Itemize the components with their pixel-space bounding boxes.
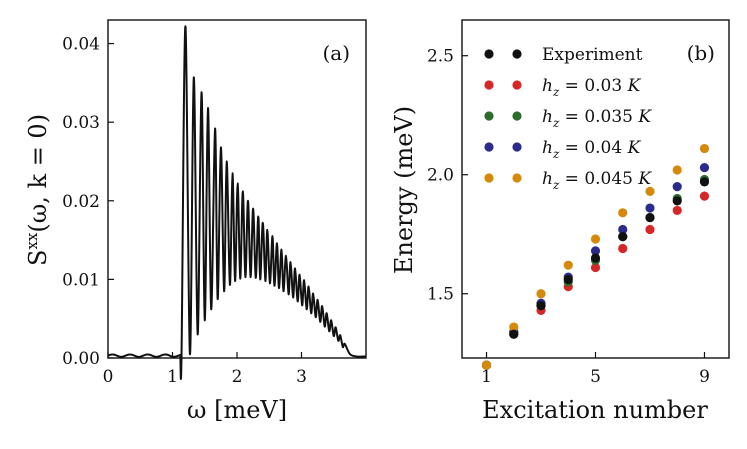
panel-a-ytick-label: 0.04 [62, 35, 100, 55]
scatter-point [618, 232, 628, 242]
legend-label-sub: z [552, 85, 560, 99]
panel-a-ytick-label: 0.01 [62, 270, 100, 290]
panel-a-xtick-label: 1 [167, 367, 178, 387]
legend-label-h: h [542, 76, 553, 96]
legend-label-eq: = 0.03 [559, 76, 627, 96]
legend-label: hz = 0.04 K [542, 138, 642, 161]
panel-b-ytick-label: 1.5 [427, 285, 454, 305]
legend-label-h: h [542, 107, 553, 127]
scatter-point [536, 289, 546, 299]
legend-label-sub: z [552, 147, 560, 161]
legend-marker [484, 80, 494, 90]
legend-marker [512, 80, 522, 90]
panel-a-xtick-label: 2 [232, 367, 243, 387]
scatter-point [618, 243, 628, 254]
panel-a-xlabel: ω [meV] [187, 396, 287, 424]
scatter-point [563, 274, 573, 285]
legend-label-eq: = 0.045 [559, 169, 638, 189]
panel-a-ytick-label: 0.00 [62, 349, 100, 369]
scatter-point [699, 177, 710, 187]
scatter-point [699, 191, 710, 201]
scatter-point [590, 253, 601, 263]
scatter-point [481, 360, 492, 370]
scatter-point [590, 234, 601, 244]
scatter-point [536, 301, 546, 311]
legend-label: hz = 0.03 K [542, 76, 642, 99]
panel-a-ticks: 0 1 2 3 0.00 0.01 0.02 0.03 0.04 [62, 35, 307, 387]
scatter-point [618, 224, 628, 235]
legend-marker [512, 142, 522, 152]
panel-a-ytick-label: 0.02 [62, 192, 100, 212]
legend-marker [484, 142, 494, 152]
legend-label: Experiment [542, 45, 643, 65]
legend-marker [484, 173, 494, 183]
spectrum-curve [107, 25, 367, 380]
panel-b-xtick-label: 5 [590, 367, 601, 387]
panel-a-label: (a) [322, 41, 350, 65]
scatter-point [645, 203, 655, 213]
scatter-point [509, 329, 519, 339]
panel-b-ticks: 1 5 9 1.5 2.0 2.5 [427, 47, 710, 387]
legend-label-h: h [542, 138, 553, 158]
scatter-point [509, 322, 519, 332]
legend-label: hz = 0.035 K [542, 107, 652, 130]
scatter-point [563, 260, 573, 270]
panel-b-xtick-label: 1 [481, 367, 492, 387]
panel-b-frame [461, 19, 730, 359]
scatter-point [645, 186, 655, 196]
panel-a-xtick-label: 3 [296, 367, 307, 387]
legend-label-text: Experiment [542, 45, 643, 65]
scatter-point [645, 212, 655, 223]
panel-b-points-group [481, 143, 710, 370]
panel-b-label: (b) [687, 41, 715, 65]
scatter-point [672, 165, 682, 175]
scatter-point [699, 143, 710, 154]
panel-a-ylabel-rest: (ω, k = 0) [24, 114, 52, 233]
legend-marker [512, 111, 522, 121]
panel-a-spectrum: 0 1 2 3 0.00 0.01 0.02 0.03 0.04 (a) ω [meV] Sxx… [23, 19, 367, 424]
legend-label-h: h [542, 169, 553, 189]
scatter-point [618, 208, 628, 218]
panel-b-xlabel: Excitation number [482, 396, 708, 424]
legend-label-eq: = 0.035 [559, 107, 638, 127]
legend-marker [484, 111, 494, 121]
legend-label-unit: K [627, 76, 642, 96]
legend-label-unit: K [627, 138, 642, 158]
scatter-point [699, 162, 710, 173]
scatter-point [672, 205, 682, 216]
panel-a-curve-group [107, 25, 367, 380]
legend-label-sub: z [552, 178, 560, 192]
panel-b-ytick-label: 2.0 [427, 166, 454, 186]
scatter-point [672, 182, 682, 192]
scatter-point [590, 246, 601, 256]
legend-label: hz = 0.045 K [542, 169, 652, 192]
scatter-point [645, 224, 655, 235]
panel-b-ytick-label: 2.5 [427, 47, 454, 67]
scatter-point [590, 262, 601, 273]
panel-a-ylabel: Sxx(ω, k = 0) [23, 114, 52, 266]
panel-b-ylabel: Energy (meV) [390, 106, 418, 274]
panel-a-ylabel-main: S [24, 250, 52, 266]
panel-b-xtick-label: 9 [699, 367, 710, 387]
legend-marker [512, 49, 522, 59]
legend-label-sub: z [552, 116, 560, 130]
legend-marker [512, 173, 522, 183]
legend-label-unit: K [637, 107, 652, 127]
panel-a-xtick-label: 0 [103, 367, 114, 387]
legend-label-unit: K [637, 169, 652, 189]
panel-a-ytick-label: 0.03 [62, 113, 100, 133]
scatter-point [672, 196, 682, 206]
panel-a-ylabel-sup: xx [23, 232, 41, 249]
legend-marker [484, 49, 494, 59]
legend-label-eq: = 0.04 [559, 138, 627, 158]
